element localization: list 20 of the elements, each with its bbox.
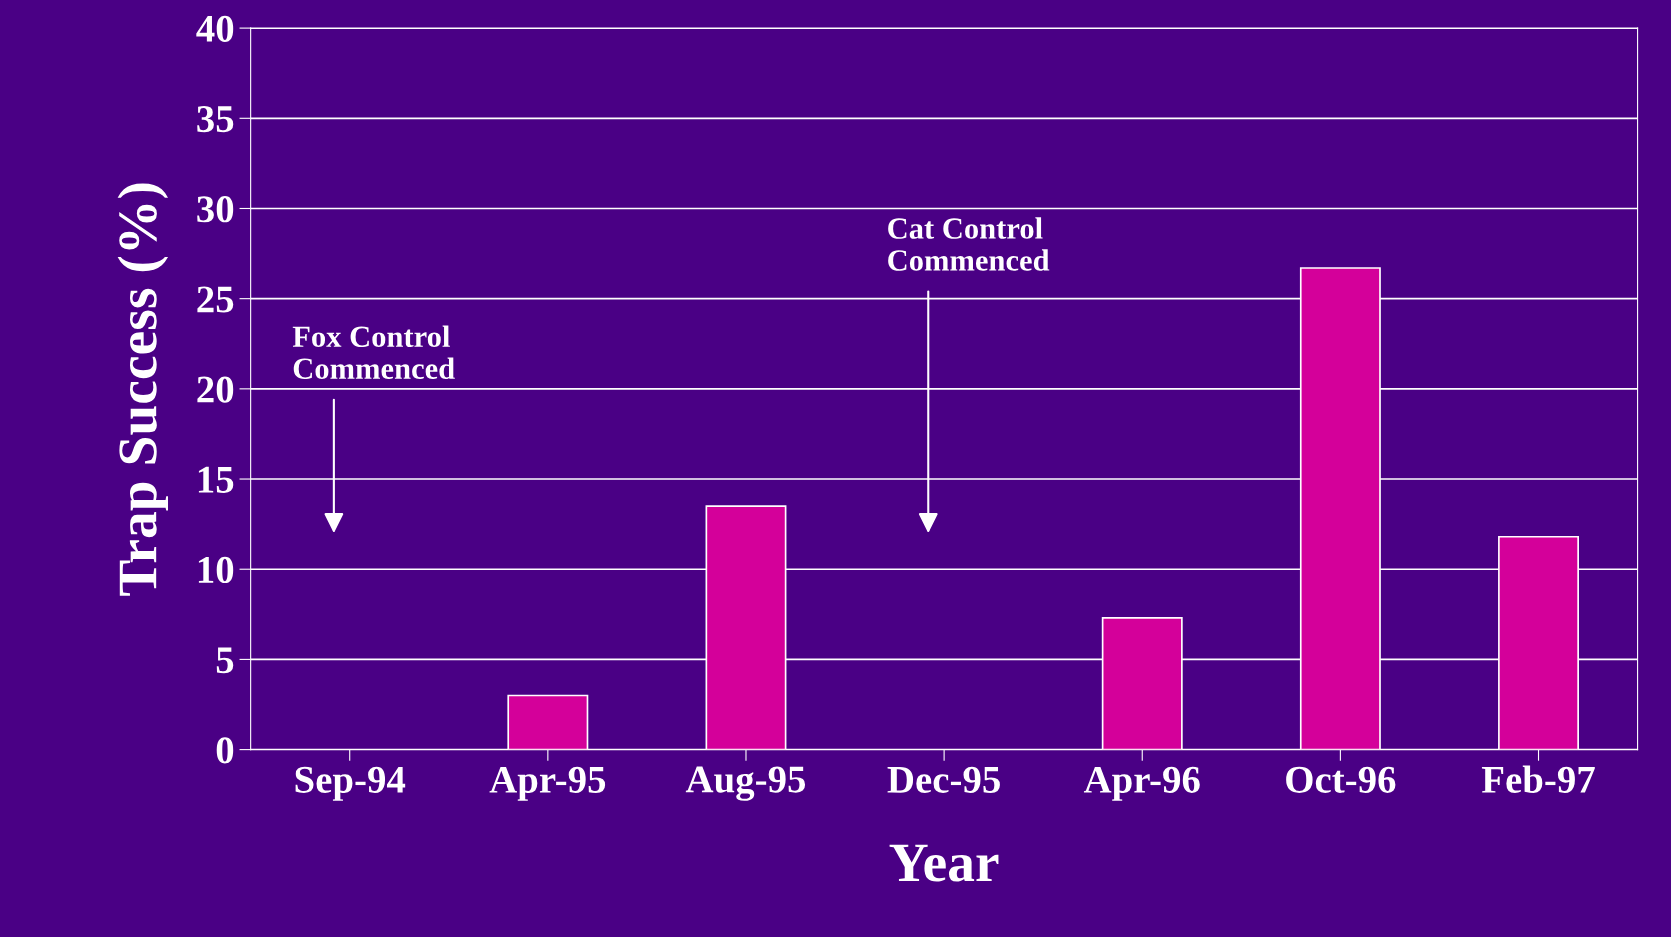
x-axis-title: Year [889,844,999,882]
x-tick-label: Feb-97 [1481,765,1595,793]
y-tick-label: 35 [197,106,234,133]
x-tick-label: Apr-95 [489,766,606,801]
y-tick-label: 0 [216,737,234,764]
y-tick-label: 20 [197,376,234,403]
y-tick-label: 5 [216,647,234,674]
x-tick-label: Sep-94 [295,766,406,801]
x-tick-label: Oct-96 [1286,766,1396,793]
y-tick-label: 30 [197,196,234,223]
y-tick-label: 25 [197,286,234,313]
annotation: Cat Control Commenced [888,217,1050,271]
x-tick-label: Dec-95 [887,766,1000,793]
y-tick-label: 15 [198,466,234,493]
y-tick-label: 10 [198,556,234,584]
x-tick-label: Apr-96 [1083,766,1200,801]
y-axis-title: Trap Success (%) [117,183,169,596]
x-tick-label: Aug-95 [685,766,806,801]
y-tick-label: 40 [196,15,234,42]
annotation: Fox Control Commenced [292,325,455,380]
